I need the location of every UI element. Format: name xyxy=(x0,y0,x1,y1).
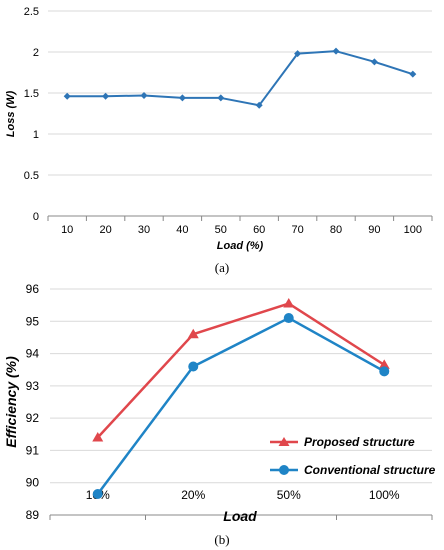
legend-proposed-label: Proposed structure xyxy=(304,435,415,449)
data-point-diamond xyxy=(332,47,340,55)
efficiency-chart-caption: (b) xyxy=(214,532,229,547)
y-tick-label: 0 xyxy=(33,211,39,223)
data-point-triangle xyxy=(283,298,295,308)
loss-chart-x-axis-label: Load (%) xyxy=(217,240,264,252)
x-tick-label: 10 xyxy=(61,224,73,236)
data-point-triangle xyxy=(378,359,390,369)
loss-chart: 0 0.5 1 1.5 2 2.5 10 20 30 40 50 60 70 80 90 100 Loss (… xyxy=(5,6,433,275)
efficiency-chart-x-axis-label: Load xyxy=(223,508,257,524)
data-point-diamond xyxy=(370,58,378,66)
y-tick-label: 91 xyxy=(26,443,40,457)
x-tick-label: 90 xyxy=(368,224,380,236)
legend-entry-conventional: Conventional structure xyxy=(270,463,436,477)
x-tick-label: 70 xyxy=(291,224,303,236)
data-point-diamond xyxy=(217,94,225,102)
y-tick-label: 2 xyxy=(33,47,39,59)
efficiency-chart-legend: Proposed structure Conventional structur… xyxy=(270,435,436,477)
y-tick-label: 1.5 xyxy=(24,88,39,100)
x-tick-label: 30 xyxy=(138,224,150,236)
y-tick-label: 92 xyxy=(26,411,40,425)
y-tick-label: 89 xyxy=(26,508,40,522)
series-line xyxy=(96,316,385,495)
y-tick-label: 93 xyxy=(26,379,40,393)
y-tick-label: 96 xyxy=(26,282,40,296)
loss-chart-caption: (a) xyxy=(215,260,229,275)
efficiency-chart-y-axis-label: Efficiency (%) xyxy=(3,356,19,448)
data-point-circle xyxy=(379,366,390,377)
x-tick-label: 50% xyxy=(277,488,301,502)
x-tick-label: 80 xyxy=(330,224,342,236)
data-point-diamond xyxy=(294,50,302,58)
data-point-triangle xyxy=(187,328,199,339)
data-point-diamond xyxy=(63,92,71,100)
x-tick-label: 50 xyxy=(215,224,227,236)
loss-chart-ticks: 0 0.5 1 1.5 2 2.5 10 20 30 40 50 60 70 80 90 100 xyxy=(24,6,433,236)
x-tick-label: 40 xyxy=(176,224,188,236)
y-tick-label: 2.5 xyxy=(24,6,39,18)
data-point-circle xyxy=(92,489,103,500)
data-point-diamond xyxy=(102,92,110,100)
y-tick-label: 90 xyxy=(26,476,40,490)
legend-entry-proposed: Proposed structure xyxy=(270,435,415,449)
series-line xyxy=(67,50,414,107)
legend-conventional-label: Conventional structure xyxy=(304,463,436,477)
y-tick-label: 94 xyxy=(26,347,40,361)
series-line xyxy=(96,302,385,439)
data-point-circle xyxy=(283,313,294,324)
x-tick-label: 20% xyxy=(181,488,205,502)
data-point-diamond xyxy=(178,94,186,102)
loss-chart-y-axis-label: Loss (W) xyxy=(5,90,17,137)
data-point-diamond xyxy=(409,70,417,78)
legend-conventional-circle-icon xyxy=(279,465,289,475)
data-point-circle xyxy=(188,361,199,372)
x-tick-label: 100 xyxy=(404,224,422,236)
data-point-diamond xyxy=(140,91,148,99)
loss-chart-series xyxy=(63,47,417,109)
data-point-triangle xyxy=(92,432,104,442)
loss-chart-gridlines xyxy=(48,10,432,176)
efficiency-chart-ticks: 899091929394959610%20%50%100% xyxy=(26,282,433,522)
efficiency-chart: 899091929394959610%20%50%100% Efficiency… xyxy=(3,282,436,547)
efficiency-chart-series xyxy=(92,298,390,500)
x-tick-label: 100% xyxy=(369,488,400,502)
y-tick-label: 95 xyxy=(26,314,40,328)
legend-proposed-triangle-icon xyxy=(278,437,290,446)
x-tick-label: 20 xyxy=(99,224,111,236)
data-point-diamond xyxy=(255,101,263,109)
y-tick-label: 0.5 xyxy=(24,170,39,182)
x-tick-label: 60 xyxy=(253,224,265,236)
y-tick-label: 1 xyxy=(33,129,39,141)
